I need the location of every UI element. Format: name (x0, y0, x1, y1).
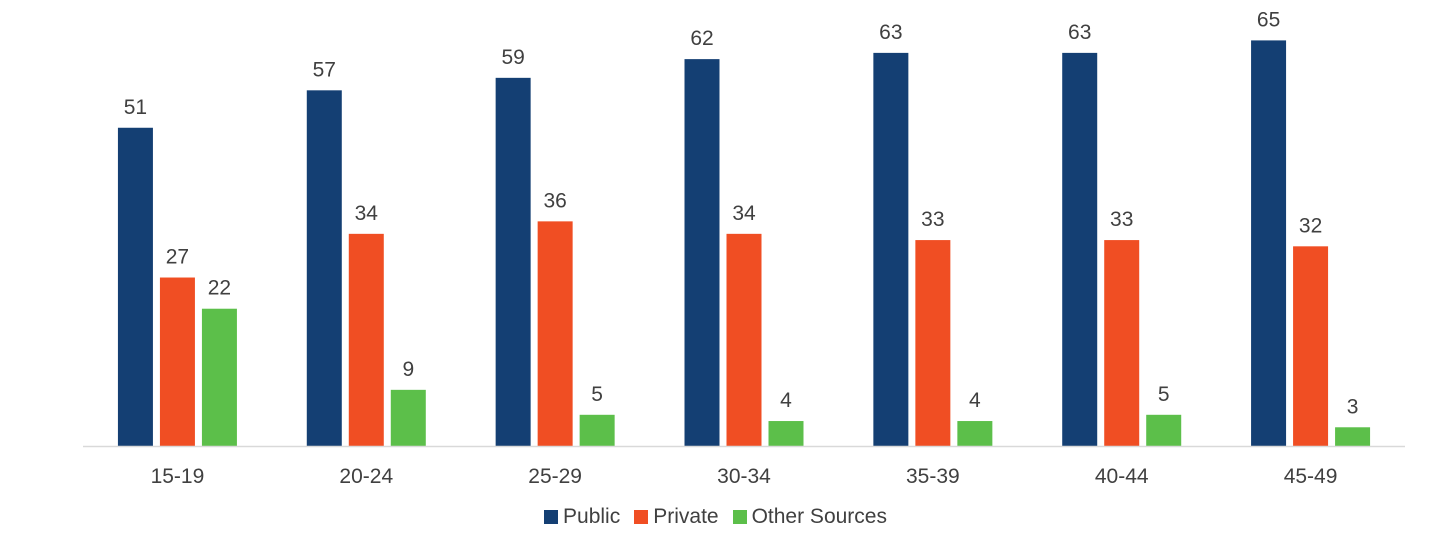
data-label-public-25-29: 59 (501, 46, 524, 69)
bar-other-sources-15-19 (201, 308, 237, 446)
bar-public-25-29 (495, 77, 531, 446)
x-tick-label-15-19: 15-19 (151, 465, 205, 488)
data-label-public-15-19: 51 (124, 96, 147, 119)
data-label-public-45-49: 65 (1257, 8, 1280, 31)
data-label-public-30-34: 62 (690, 27, 713, 50)
data-label-other-sources-20-24: 9 (402, 358, 414, 381)
data-label-public-40-44: 63 (1068, 21, 1091, 44)
data-label-private-35-39: 33 (921, 208, 944, 231)
x-tick-label-40-44: 40-44 (1095, 465, 1149, 488)
data-label-other-sources-45-49: 3 (1347, 395, 1359, 418)
data-label-other-sources-30-34: 4 (780, 389, 792, 412)
data-label-private-20-24: 34 (355, 202, 379, 225)
data-label-private-45-49: 32 (1299, 214, 1322, 237)
data-label-other-sources-15-19: 22 (208, 277, 231, 300)
data-label-public-20-24: 57 (313, 58, 336, 81)
data-label-private-30-34: 34 (732, 202, 756, 225)
bar-public-15-19 (117, 127, 153, 446)
data-label-other-sources-35-39: 4 (969, 389, 981, 412)
bar-other-sources-25-29 (579, 414, 615, 446)
bar-private-30-34 (726, 233, 762, 446)
legend: Public Private Other Sources (0, 505, 1431, 529)
x-tick-label-25-29: 25-29 (528, 465, 582, 488)
x-tick-label-30-34: 30-34 (717, 465, 771, 488)
legend-item-private: Private (634, 505, 719, 529)
bar-other-sources-35-39 (957, 421, 993, 446)
bar-other-sources-20-24 (390, 389, 426, 446)
chart: 51272215-195734920-245936525-296234430-3… (83, 8, 1405, 488)
data-label-other-sources-40-44: 5 (1158, 383, 1170, 406)
legend-label-public: Public (563, 505, 621, 528)
data-label-private-15-19: 27 (166, 246, 189, 269)
bar-other-sources-30-34 (768, 421, 804, 446)
bar-private-40-44 (1104, 240, 1140, 446)
bar-private-35-39 (915, 240, 951, 446)
bar-public-40-44 (1062, 52, 1098, 446)
bar-private-15-19 (159, 277, 195, 446)
data-label-public-35-39: 63 (879, 21, 902, 44)
bar-private-45-49 (1293, 246, 1329, 446)
legend-swatch-private (634, 510, 649, 524)
legend-item-other-sources: Other Sources (732, 505, 887, 529)
data-label-private-40-44: 33 (1110, 208, 1133, 231)
x-tick-label-35-39: 35-39 (906, 465, 960, 488)
bar-other-sources-40-44 (1146, 414, 1182, 446)
bar-public-35-39 (873, 52, 909, 446)
bar-other-sources-45-49 (1335, 427, 1371, 446)
legend-swatch-public (544, 510, 559, 524)
legend-swatch-other-sources (732, 510, 747, 524)
data-label-other-sources-25-29: 5 (591, 383, 603, 406)
data-label-private-25-29: 36 (543, 189, 566, 212)
x-tick-label-20-24: 20-24 (339, 465, 393, 488)
bar-public-45-49 (1251, 40, 1287, 447)
bar-private-20-24 (348, 233, 384, 446)
legend-label-private: Private (653, 505, 719, 528)
bar-public-30-34 (684, 59, 720, 447)
x-tick-label-45-49: 45-49 (1284, 465, 1338, 488)
bar-private-25-29 (537, 221, 573, 446)
bar-public-20-24 (306, 90, 342, 446)
legend-label-other-sources: Other Sources (751, 505, 887, 528)
legend-item-public: Public (544, 505, 620, 529)
